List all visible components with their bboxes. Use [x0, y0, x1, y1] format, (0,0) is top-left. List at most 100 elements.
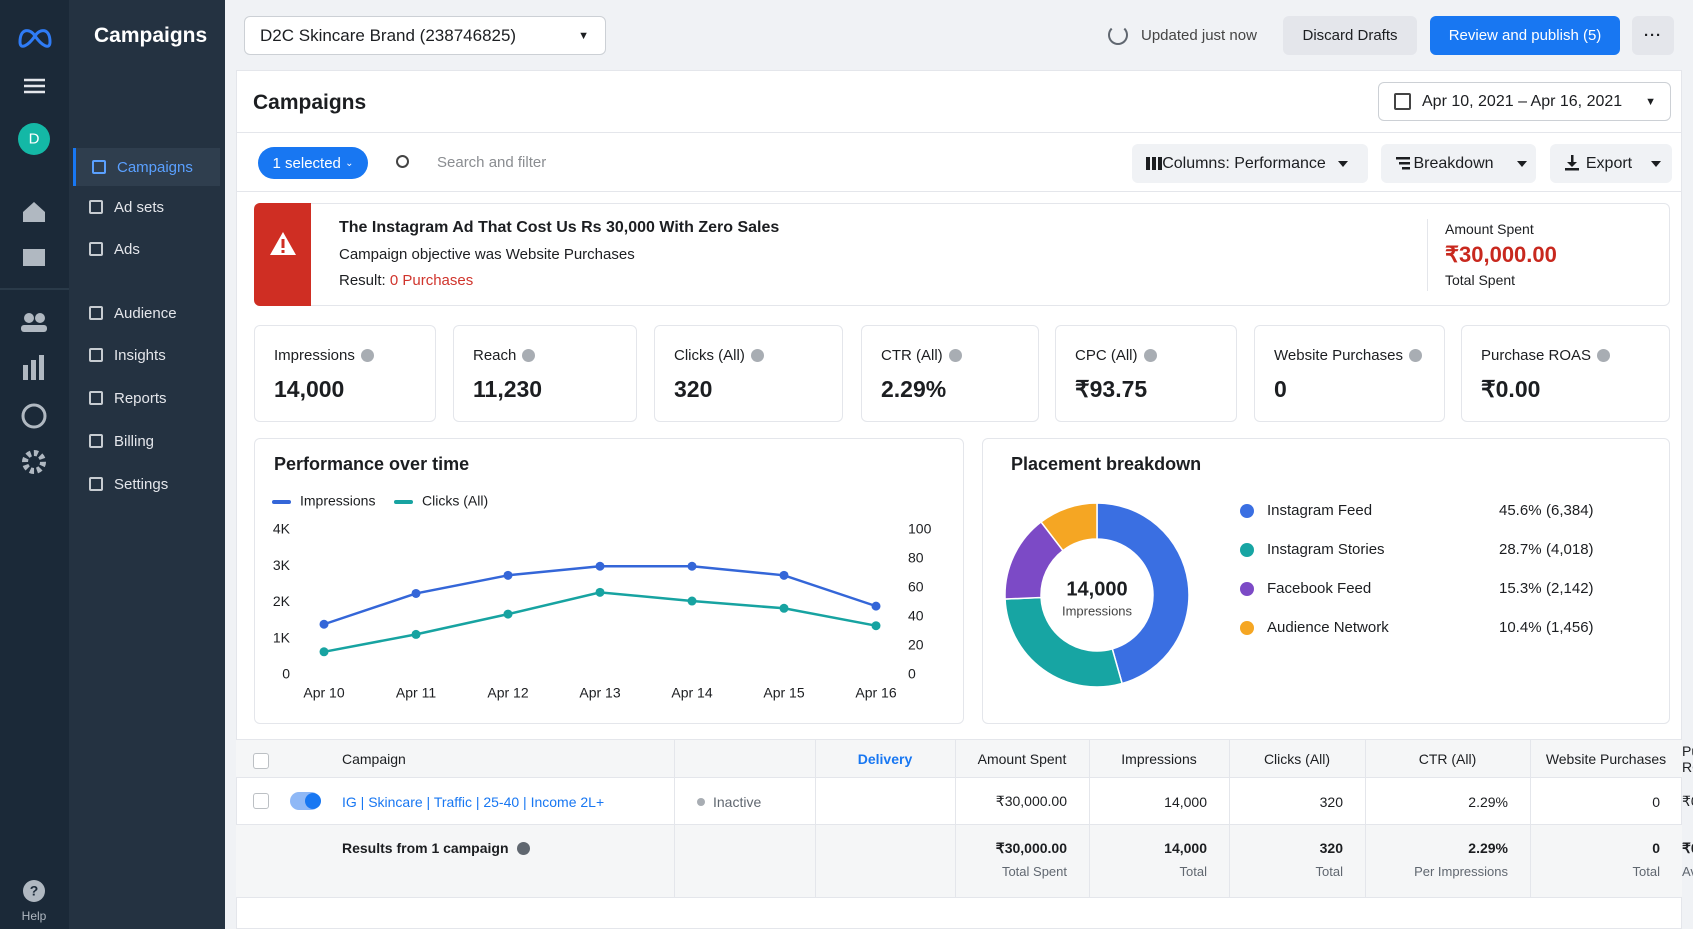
totals-value: 14,000: [1164, 840, 1207, 856]
update-status: Updated just now: [1141, 27, 1257, 44]
data-point: [503, 609, 513, 619]
amount-value: ₹30,000.00: [1445, 242, 1557, 267]
nav-item[interactable]: Ads: [73, 230, 220, 268]
metric-label: Impressions: [274, 347, 374, 364]
y2-tick-label: 0: [908, 666, 916, 682]
nav-item[interactable]: Audience: [73, 294, 220, 332]
nav-item[interactable]: Reports: [73, 379, 220, 417]
legend-label: Impressions: [300, 493, 375, 509]
date-range: Apr 10, 2021 – Apr 16, 2021: [1422, 92, 1623, 110]
nav-item[interactable]: Campaigns: [73, 148, 220, 186]
x-tick-label: Apr 11: [396, 685, 436, 701]
info-icon[interactable]: [948, 349, 962, 362]
series-line: [323, 591, 877, 654]
metric-name: Impressions: [274, 347, 355, 364]
legend-label: Clicks (All): [422, 493, 488, 509]
metric-value: 14,000: [274, 376, 345, 402]
info-icon[interactable]: [1143, 349, 1157, 362]
info-icon[interactable]: [750, 349, 764, 362]
divider: [236, 191, 1682, 192]
caret: ▼: [1645, 95, 1656, 108]
more-button[interactable]: ···: [1632, 16, 1674, 55]
campaign-link[interactable]: IG | Skincare | Traffic | 25-40 | Income…: [342, 793, 605, 810]
totals-note: Total: [1179, 863, 1207, 879]
nav-icon: [92, 160, 106, 174]
column-header[interactable]: Website Purchases: [1545, 750, 1667, 767]
nav-item[interactable]: Settings: [73, 465, 220, 503]
nav-icon: [89, 242, 103, 256]
totals-value: ₹30,000.00: [995, 839, 1067, 856]
y2-tick-label: 60: [908, 579, 924, 595]
metric-card: Reach 11,230: [453, 325, 637, 422]
data-point: [687, 561, 697, 571]
account-name: D2C Skincare Brand (238746825): [260, 25, 517, 45]
amount-label: Amount Spent: [1445, 221, 1534, 237]
account-select[interactable]: D2C Skincare Brand (238746825) ▼: [244, 16, 606, 55]
refresh-icon[interactable]: [1108, 25, 1128, 45]
search-icon[interactable]: [396, 155, 409, 168]
column-header[interactable]: Delivery: [857, 750, 913, 767]
date-picker[interactable]: Apr 10, 2021 – Apr 16, 2021 ▼: [1378, 82, 1671, 121]
data-point: [871, 601, 881, 611]
chart-title: Placement breakdown: [1011, 454, 1201, 474]
nav-item[interactable]: Insights: [73, 336, 220, 374]
page-title: Campaigns: [253, 91, 367, 114]
value-label: 45.6%: [1499, 502, 1542, 519]
nav-item[interactable]: Billing: [73, 422, 220, 460]
info-icon[interactable]: [522, 349, 536, 362]
nav-label: Audience: [114, 304, 177, 322]
y2-tick-label: 100: [908, 521, 932, 537]
nav-item[interactable]: Ad sets: [73, 188, 220, 226]
totals-label: Results from 1 campaign: [342, 825, 530, 871]
checkbox[interactable]: [253, 753, 269, 769]
column-header[interactable]: Impressions: [1121, 750, 1197, 767]
legend-dot: [1240, 621, 1254, 635]
search-input[interactable]: Search and filter: [437, 154, 547, 171]
nav-icon: [89, 348, 103, 362]
metric-value: 0: [1274, 376, 1287, 402]
totals-note: Total: [1315, 863, 1343, 879]
pie-slice: [1096, 502, 1190, 685]
avatar[interactable]: D: [28, 130, 40, 148]
info-icon[interactable]: [360, 349, 374, 362]
columns-button[interactable]: Columns: Performance: [1132, 144, 1368, 183]
selection-pill[interactable]: 1 selected ⌄: [258, 147, 368, 179]
data-point: [779, 570, 789, 580]
publish-button[interactable]: Review and publish (5): [1430, 16, 1620, 55]
y2-tick-label: 20: [908, 637, 924, 653]
warning-icon: [270, 232, 296, 255]
selected-count: 1 selected: [272, 154, 341, 172]
column-header[interactable]: Clicks (All): [1263, 750, 1331, 767]
nav-label: Ad sets: [114, 198, 165, 216]
metric-value: ₹93.75: [1075, 376, 1148, 402]
column-header[interactable]: Purchase ROAS: [1682, 742, 1693, 775]
column-header[interactable]: Amount Spent: [977, 750, 1067, 767]
info-icon[interactable]: [516, 841, 530, 855]
help-label[interactable]: Help: [21, 909, 47, 923]
info-icon[interactable]: [1408, 349, 1422, 362]
data-point: [871, 621, 881, 631]
column-header[interactable]: CTR (All): [1418, 750, 1477, 767]
column-divider: [1089, 739, 1090, 898]
data-point: [319, 619, 329, 629]
nav-label: Campaigns: [117, 158, 193, 176]
checkbox[interactable]: [253, 793, 269, 809]
nav-icon: [89, 477, 103, 491]
metric-label: Website Purchases: [1274, 347, 1422, 364]
table-cell: 14,000: [1164, 793, 1207, 810]
metric-name: Website Purchases: [1274, 347, 1403, 364]
y-tick-label: 3K: [273, 557, 291, 573]
y2-tick-label: 80: [908, 550, 924, 566]
metric-card: Purchase ROAS ₹0.00: [1461, 325, 1670, 422]
info-icon[interactable]: [1597, 349, 1611, 362]
column-divider: [815, 739, 816, 898]
metric-value: 2.29%: [881, 376, 947, 402]
nav-label: Billing: [114, 432, 155, 450]
metric-card: Website Purchases 0: [1254, 325, 1445, 422]
discard-button[interactable]: Discard Drafts: [1283, 16, 1417, 55]
x-tick-label: Apr 13: [579, 685, 620, 701]
svg-text:?: ?: [30, 883, 39, 899]
column-header[interactable]: Campaign: [342, 750, 406, 767]
legend-label: Facebook Feed: [1267, 580, 1371, 597]
